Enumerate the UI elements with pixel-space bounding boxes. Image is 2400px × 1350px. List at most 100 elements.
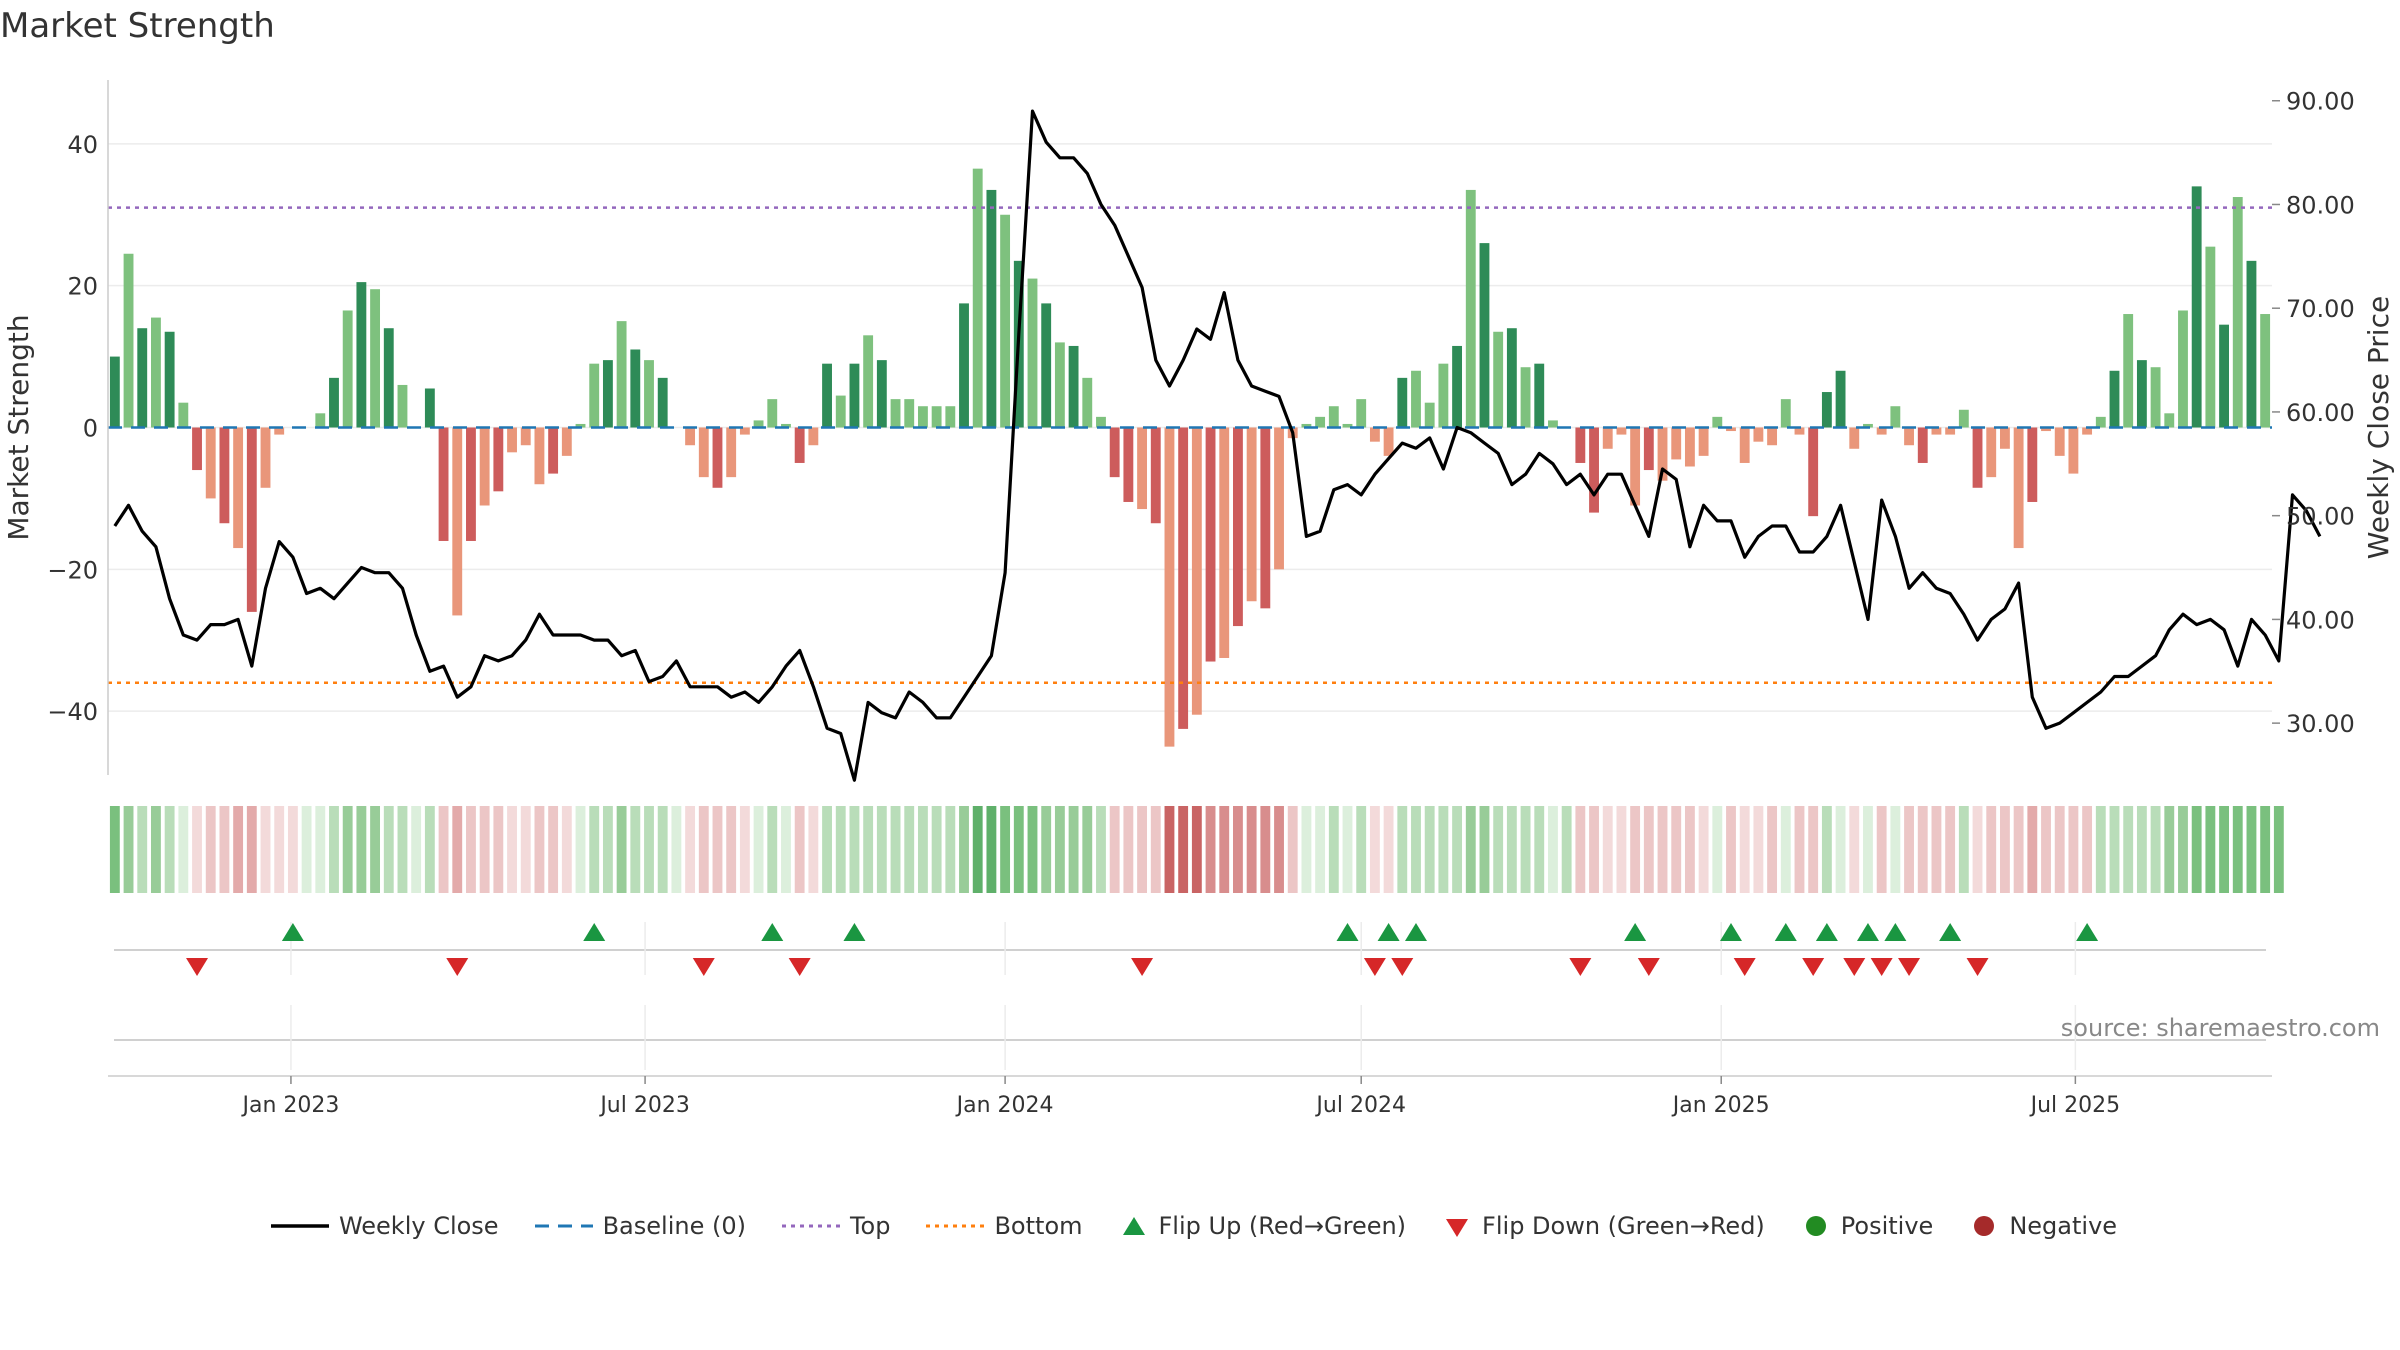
strength-bar — [274, 427, 285, 435]
heat-cell — [2013, 806, 2024, 893]
x-tick-label: Jan 2023 — [240, 1093, 339, 1118]
heat-cell — [1506, 806, 1517, 893]
strength-bar — [698, 427, 709, 478]
heat-cell — [342, 806, 353, 893]
heat-cell — [1479, 806, 1490, 893]
heat-cell — [575, 806, 586, 893]
strength-bar — [1397, 377, 1408, 428]
heat-cell — [1383, 806, 1394, 893]
heat-cell — [1753, 806, 1764, 893]
heat-cell — [2027, 806, 2038, 893]
y-tick-label: −40 — [47, 698, 98, 726]
heat-cell — [178, 806, 189, 893]
strength-bar — [1767, 427, 1778, 446]
strength-bar — [1999, 427, 2010, 449]
flip-down-marker — [1637, 958, 1660, 976]
heat-cell — [781, 806, 791, 893]
heat-cell — [1917, 806, 1928, 893]
strength-bar — [1027, 278, 1038, 428]
strength-bar — [794, 427, 805, 463]
strength-bar — [1137, 427, 1147, 510]
y-tick-label: −20 — [47, 556, 98, 584]
heat-cell — [2150, 806, 2161, 893]
heat-cell — [534, 806, 545, 893]
heat-cell — [2054, 806, 2065, 893]
strength-bar — [1054, 342, 1065, 428]
strength-bar — [548, 427, 559, 474]
heat-cell — [1808, 806, 1819, 893]
strength-bar — [753, 420, 764, 428]
strength-bar — [1041, 303, 1052, 428]
heat-cell — [1602, 806, 1613, 893]
strength-bar — [2150, 367, 2161, 428]
strength-bar — [1931, 427, 1942, 435]
strength-bar — [1315, 416, 1326, 428]
strength-bar — [1917, 427, 1928, 463]
heat-cell — [1794, 806, 1805, 893]
heat-cell — [1000, 806, 1011, 893]
strength-bar — [164, 331, 175, 428]
y-tick-label: 0 — [83, 415, 98, 443]
heat-cell — [589, 806, 600, 893]
legend-item: Weekly Close — [269, 1211, 499, 1241]
strength-bar — [2232, 197, 2243, 428]
heat-cell — [959, 806, 969, 893]
heat-cell — [1246, 806, 1257, 893]
heat-cell — [1191, 806, 1202, 893]
strength-bar — [1246, 427, 1257, 602]
strength-bar — [1876, 427, 1887, 435]
legend-triangle-down-swatch — [1446, 1219, 1469, 1237]
strength-bar — [424, 388, 435, 428]
strength-bar — [1657, 427, 1668, 481]
flip-up-marker — [1815, 923, 1838, 941]
strength-bar — [630, 349, 641, 428]
strength-bar — [1520, 367, 1531, 428]
heat-cell — [452, 806, 463, 893]
strength-bar — [370, 289, 381, 428]
strength-bar — [575, 423, 586, 428]
heat-cell — [151, 806, 161, 893]
heat-cell — [1986, 806, 1997, 893]
heat-cell — [1205, 806, 1216, 893]
heat-cell — [1684, 806, 1695, 893]
heat-cell — [1424, 806, 1435, 893]
strength-bar — [356, 282, 367, 428]
flip-up-marker — [1377, 923, 1400, 941]
strength-bar — [1616, 427, 1627, 435]
heat-cell — [822, 806, 832, 893]
strength-bar — [1904, 427, 1914, 446]
strength-bar — [1356, 399, 1367, 428]
strength-bar — [1479, 243, 1490, 428]
strength-bar — [876, 360, 887, 428]
strength-bar — [602, 360, 613, 428]
heat-cell — [1726, 806, 1736, 893]
heat-cell — [287, 806, 298, 893]
heat-cell — [698, 806, 709, 893]
heat-cell — [1657, 806, 1668, 893]
heat-cell — [1616, 806, 1627, 893]
flip-up-marker — [583, 923, 606, 941]
heat-cell — [671, 806, 682, 893]
strength-bar — [2041, 427, 2051, 432]
flip-up-marker — [2076, 923, 2099, 941]
strength-bar — [739, 427, 750, 435]
heat-cell — [520, 806, 531, 893]
strength-bar — [1342, 423, 1353, 428]
strength-bar — [520, 427, 531, 446]
x-tick-label: Jul 2024 — [1314, 1093, 1406, 1118]
heat-cell — [1328, 806, 1339, 893]
heat-cell — [2232, 806, 2243, 893]
heat-cell — [1958, 806, 1969, 893]
strength-bar — [1863, 423, 1873, 428]
flip-down-marker — [1363, 958, 1386, 976]
heat-cell — [931, 806, 942, 893]
heat-cell — [1301, 806, 1312, 893]
flip-up-marker — [1404, 923, 1427, 941]
strength-bar — [452, 427, 463, 616]
strength-bar — [178, 402, 189, 428]
strength-bar — [260, 427, 271, 488]
heat-cell — [1411, 806, 1421, 893]
strength-bar — [466, 427, 476, 541]
heat-cell — [1931, 806, 1942, 893]
